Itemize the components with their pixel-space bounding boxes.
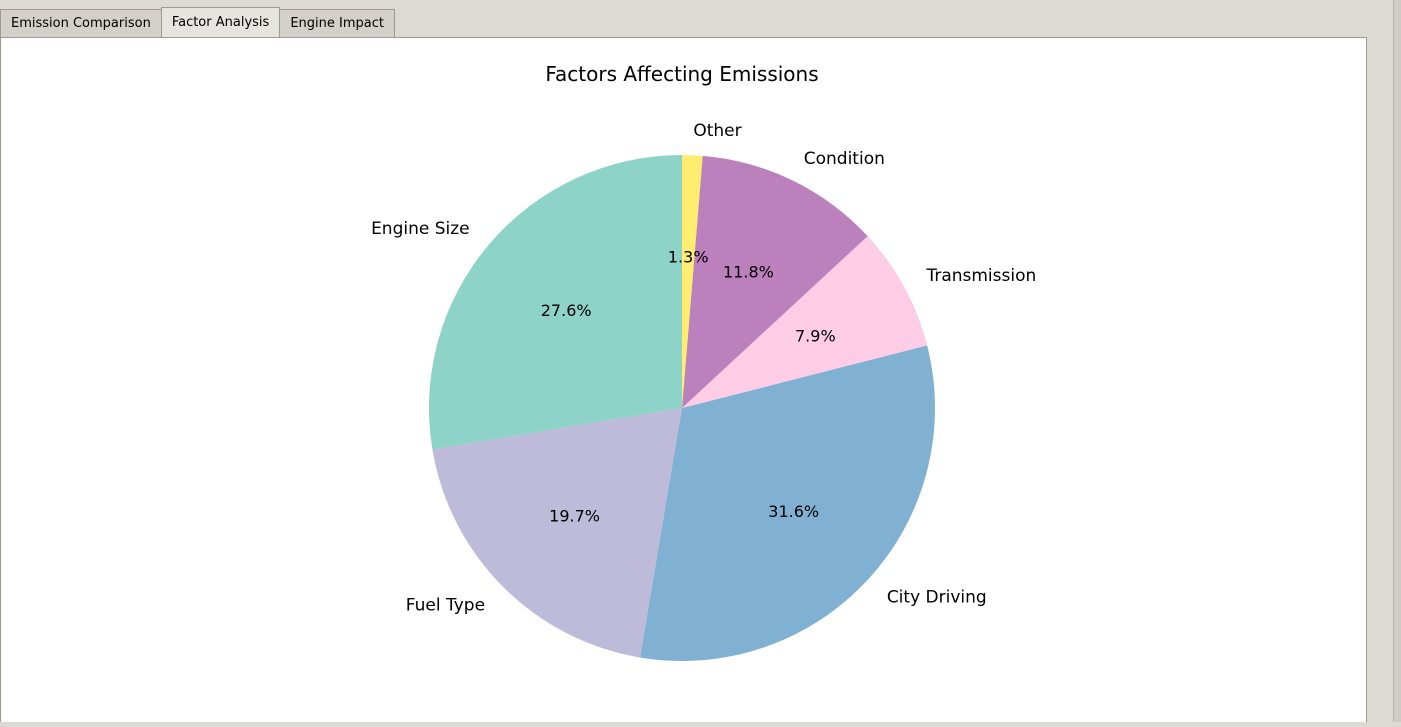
pie-labels: Engine Size 27.6% Fuel Type 19.7% City Drivi…: [371, 121, 1036, 616]
tab-engine-impact[interactable]: Engine Impact: [279, 9, 395, 37]
pie-pct-label-transmission: 7.9%: [795, 326, 836, 345]
pie-chart: Factors Affecting Emissions Engine Size 2…: [371, 62, 1036, 662]
scrollbar[interactable]: [1393, 0, 1401, 722]
pie-slice-condition: [682, 155, 868, 408]
pie-slice-other: [682, 155, 703, 408]
pie-pct-label-engine-size: 27.6%: [541, 301, 592, 320]
pie-label-city-driving: City Driving: [887, 587, 987, 607]
tab-factor-analysis[interactable]: Factor Analysis: [160, 7, 281, 37]
pie-slice-city-driving: [640, 345, 935, 662]
pie-pct-label-other: 1.3%: [668, 247, 709, 266]
tab-bar: Emission Comparison Factor Analysis Engi…: [0, 7, 395, 37]
pie-slice-transmission: [682, 236, 928, 408]
pie-label-fuel-type: Fuel Type: [406, 596, 485, 616]
chart-title: Factors Affecting Emissions: [545, 62, 818, 86]
chart-panel: Factors Affecting Emissions Engine Size 2…: [0, 37, 1367, 722]
pie-slice-engine-size: [429, 155, 682, 450]
pie-slice-fuel-type: [432, 408, 682, 658]
pie-slices: [429, 155, 935, 662]
pie-pct-label-city-driving: 31.6%: [768, 502, 819, 521]
pie-label-condition: Condition: [804, 149, 885, 169]
tab-emission-comparison[interactable]: Emission Comparison: [0, 9, 162, 37]
pie-label-engine-size: Engine Size: [371, 219, 470, 239]
pie-label-transmission: Transmission: [925, 266, 1036, 286]
pie-pct-label-fuel-type: 19.7%: [549, 506, 600, 525]
pie-label-other: Other: [693, 121, 741, 141]
pie-pct-label-condition: 11.8%: [723, 263, 774, 282]
